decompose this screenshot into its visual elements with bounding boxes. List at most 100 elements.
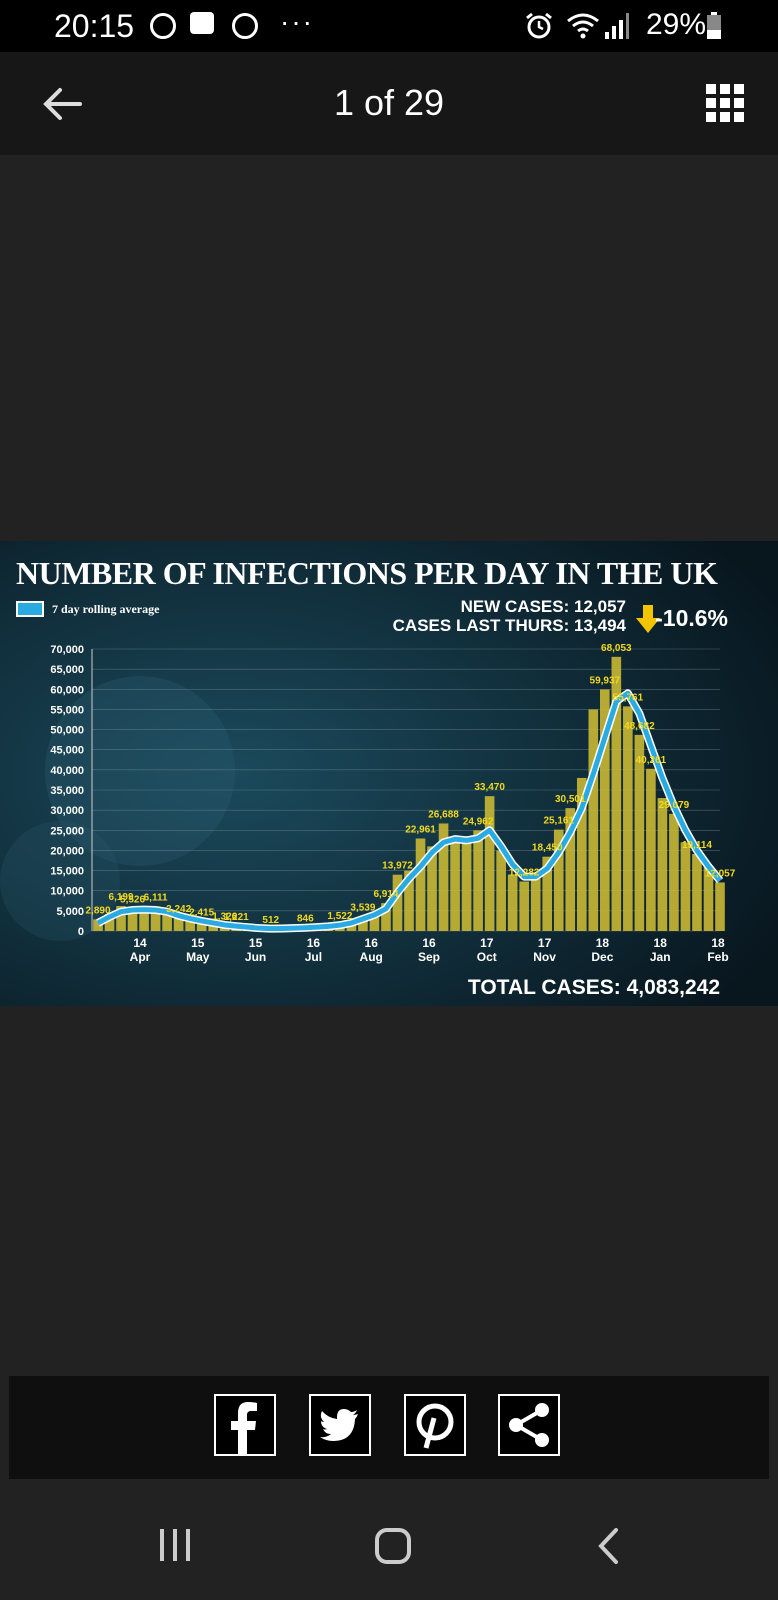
home-icon[interactable] [374, 1527, 412, 1565]
twitter-icon [320, 1409, 358, 1441]
status-bar: 20:15 ··· 29% [0, 0, 778, 52]
y-tick-label: 5,000 [56, 906, 84, 918]
bar [392, 874, 403, 931]
down-arrow-icon [636, 605, 660, 633]
bar [162, 911, 172, 931]
y-tick-label: 35,000 [50, 785, 84, 797]
data-label: 30,501 [555, 794, 586, 805]
bar [565, 808, 576, 931]
sync-icon-2 [232, 13, 258, 39]
bar [519, 881, 529, 931]
bar [358, 916, 368, 931]
y-tick-label: 10,000 [50, 886, 84, 898]
grid-view-icon[interactable] [706, 84, 744, 122]
data-label: 1,221 [224, 912, 249, 923]
bar [404, 870, 414, 931]
x-tick-month: Dec [591, 950, 613, 964]
x-tick-month: Feb [707, 950, 728, 964]
data-label: 3,539 [350, 903, 375, 914]
x-tick-month: Nov [533, 950, 556, 964]
pinterest-share-button[interactable] [404, 1394, 466, 1456]
bar [415, 838, 426, 931]
x-tick-month: Sep [418, 950, 440, 964]
data-label: 22,961 [405, 825, 436, 836]
bar [542, 856, 553, 931]
alarm-icon [526, 12, 552, 39]
bar [484, 796, 495, 931]
data-label: 25,161 [543, 816, 574, 827]
share-bar [9, 1376, 769, 1479]
x-tick-month: May [186, 950, 210, 964]
x-tick-month: Apr [130, 950, 151, 964]
bar [623, 706, 633, 931]
x-tick-day: 16 [307, 936, 321, 950]
bar [473, 830, 483, 931]
share-icon [509, 1403, 549, 1447]
bar [680, 842, 691, 931]
x-tick-day: 16 [422, 936, 436, 950]
bar [507, 874, 518, 931]
twitter-share-button[interactable] [309, 1394, 371, 1456]
last-thurs-label: CASES LAST THURS: 13,494 [392, 616, 626, 635]
bar [104, 914, 115, 931]
data-label: 846 [297, 914, 314, 925]
gallery-header: 1 of 29 [0, 52, 778, 155]
y-tick-label: 50,000 [50, 725, 84, 737]
x-tick-day: 18 [596, 936, 610, 950]
y-tick-label: 65,000 [50, 664, 84, 676]
bar [576, 777, 587, 931]
infection-chart[interactable]: NUMBER OF INFECTIONS PER DAY IN THE UK 7… [0, 541, 778, 1006]
x-tick-day: 15 [191, 936, 205, 950]
bar [600, 689, 610, 931]
status-time: 20:15 [54, 8, 135, 44]
x-tick-month: Aug [360, 950, 383, 964]
bar [588, 709, 599, 931]
bar [657, 798, 668, 931]
data-label: 26,688 [428, 809, 459, 820]
bar [703, 866, 714, 931]
recent-apps-icon[interactable] [158, 1527, 192, 1563]
y-tick-label: 60,000 [50, 684, 84, 696]
bar [185, 919, 195, 931]
bar [196, 921, 207, 931]
wifi-icon [567, 13, 599, 39]
y-tick-label: 45,000 [50, 745, 84, 757]
y-tick-label: 70,000 [50, 644, 84, 656]
bar [381, 903, 391, 931]
data-label: 512 [262, 915, 279, 926]
bar [669, 813, 679, 931]
data-label: 6,914 [373, 889, 398, 900]
data-label: 12,282 [509, 868, 540, 879]
data-label: 29,079 [659, 800, 690, 811]
bar [369, 912, 380, 931]
data-label: 2,415 [189, 907, 214, 918]
share-button[interactable] [498, 1394, 560, 1456]
back-icon[interactable] [596, 1527, 622, 1565]
bar [93, 919, 103, 931]
data-label: 59,937 [590, 676, 621, 687]
data-label: 18,450 [532, 843, 563, 854]
data-label: 6,111 [144, 892, 168, 903]
bar [427, 846, 437, 931]
data-label: 13,972 [382, 861, 413, 872]
bar [116, 906, 126, 931]
data-label: 40,261 [636, 755, 667, 766]
x-tick-day: 18 [654, 936, 668, 950]
data-label: 5,526 [120, 895, 145, 906]
total-cases: TOTAL CASES: 4,083,242 [467, 976, 720, 999]
y-tick-label: 0 [78, 926, 84, 938]
x-tick-day: 18 [711, 936, 725, 950]
facebook-share-button[interactable] [214, 1394, 276, 1456]
bar [634, 734, 645, 931]
bar [553, 829, 564, 931]
back-arrow-icon[interactable] [40, 82, 84, 126]
bar [496, 850, 506, 931]
x-tick-month: Jan [650, 950, 671, 964]
change-percent: -10.6% [655, 605, 728, 631]
x-tick-day: 16 [365, 936, 379, 950]
x-tick-month: Jun [245, 950, 266, 964]
chart-title: NUMBER OF INFECTIONS PER DAY IN THE UK [16, 555, 718, 591]
chart-plot: 0 5,000 10,000 15,000 20,000 25,000 30,000 35,0… [50, 643, 736, 964]
data-label: 12,057 [705, 868, 736, 879]
image-counter: 1 of 29 [333, 82, 445, 123]
